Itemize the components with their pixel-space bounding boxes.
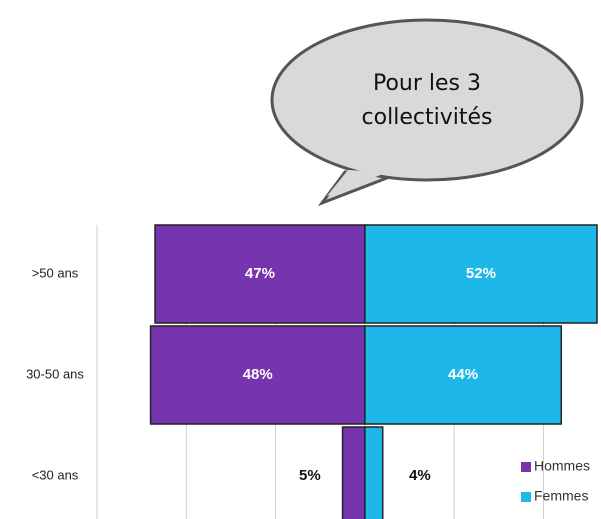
category-label: 30-50 ans [26,366,84,381]
bar [341,426,366,519]
value-label: 48% [243,366,273,383]
legend-swatch [521,492,531,502]
value-label: 5% [299,467,321,484]
category-label: >50 ans [32,265,79,280]
category-label: <30 ans [32,467,79,482]
speech-bubble: Pour les 3 collectivités [270,18,584,207]
bar [154,224,366,324]
legend-label: Hommes [534,458,590,474]
legend-label: Femmes [534,488,588,504]
bar [364,224,598,324]
bar [364,426,384,519]
legend-swatch [521,462,531,472]
value-label: 52% [466,265,496,282]
value-label: 47% [245,265,275,282]
bar [364,325,563,425]
bar [149,325,366,425]
value-label: 44% [448,366,478,383]
value-label: 4% [409,467,431,484]
bubble-text: Pour les 3 [373,71,481,96]
bubble-text: collectivités [362,105,493,130]
